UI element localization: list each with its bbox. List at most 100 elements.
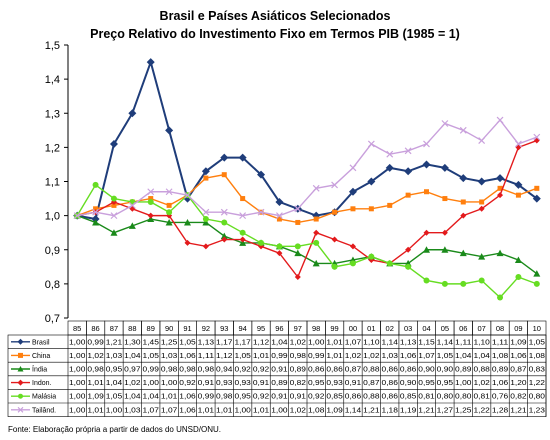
table-cell-value: 0,92 <box>234 367 251 374</box>
data-point <box>93 206 99 212</box>
chart-title: Brasil e Países Asiáticos Selecionados <box>160 9 391 23</box>
data-point <box>404 147 412 155</box>
table-cell-value: 0,91 <box>253 380 270 387</box>
y-tick-label: 1,2 <box>45 142 60 154</box>
data-point <box>424 189 429 195</box>
table-cell-value: 1,19 <box>400 407 417 414</box>
data-point <box>441 280 448 287</box>
series-line-3 <box>76 214 538 275</box>
data-point <box>275 212 283 220</box>
x-tick-label: 95 <box>257 324 265 333</box>
x-tick-label: 99 <box>330 324 338 333</box>
y-tick-label: 1,3 <box>45 108 60 120</box>
series-line-2 <box>76 173 538 224</box>
data-point <box>202 218 210 226</box>
data-point <box>92 218 100 226</box>
data-point <box>404 167 413 176</box>
legend-label: Malásia <box>32 394 56 401</box>
data-point <box>294 249 302 257</box>
table-cell-value: 1,01 <box>253 407 270 414</box>
data-point <box>496 174 505 183</box>
data-point <box>221 236 228 243</box>
table-cell-value: 0,98 <box>198 367 215 374</box>
data-point <box>460 280 467 287</box>
data-point <box>514 180 523 189</box>
data-point <box>367 177 376 186</box>
data-point <box>441 246 449 253</box>
data-point <box>422 160 431 169</box>
legend-label: Índia <box>32 365 47 374</box>
x-tick-label: 86 <box>91 324 99 333</box>
data-point <box>276 250 283 257</box>
data-point <box>257 170 266 179</box>
table-cell-value: 0,99 <box>87 339 104 346</box>
data-point <box>146 58 155 67</box>
data-point <box>147 198 154 205</box>
data-point <box>128 201 136 209</box>
table-cell-value: 0,92 <box>308 394 325 401</box>
table-cell-value: 0,86 <box>308 367 325 374</box>
x-tick-label: 89 <box>147 324 155 333</box>
table-cell-value: 1,14 <box>382 339 399 346</box>
source-note: Fonte: Elaboração própria a partir de da… <box>8 425 221 434</box>
data-point <box>496 249 504 257</box>
x-tick-label: 07 <box>477 324 485 333</box>
table-cell-value: 0,85 <box>326 394 343 401</box>
data-point <box>514 256 522 263</box>
data-point <box>239 229 246 236</box>
table-cell-value: 0,88 <box>363 394 380 401</box>
table-cell-value: 1,08 <box>308 407 325 414</box>
table-cell-value: 1,20 <box>510 380 527 387</box>
table-cell-value: 1,00 <box>161 380 178 387</box>
data-point <box>348 187 357 196</box>
x-tick-label: 05 <box>441 324 449 333</box>
table-cell-value: 1,14 <box>437 339 454 346</box>
data-point <box>331 181 339 189</box>
table-cell-value: 0,89 <box>455 367 472 374</box>
table-cell-value: 1,45 <box>143 339 160 346</box>
table-cell-value: 0,82 <box>510 394 527 401</box>
data-point <box>184 239 191 246</box>
data-point <box>441 229 448 236</box>
legend-key-marker <box>17 406 24 413</box>
table-cell-value: 1,01 <box>87 380 104 387</box>
table-cell-value: 1,04 <box>455 353 472 360</box>
y-tick-label: 1,1 <box>45 177 60 189</box>
x-tick-label: 03 <box>404 324 412 333</box>
x-tick-label: 10 <box>533 324 541 333</box>
data-point <box>239 236 246 243</box>
table-cell-value: 1,03 <box>124 407 141 414</box>
data-point <box>349 260 356 267</box>
data-point <box>109 139 118 148</box>
table-cell-value: 1,06 <box>400 353 417 360</box>
table-cell-value: 0,80 <box>529 394 546 401</box>
series-line-4 <box>77 139 538 279</box>
data-point <box>478 137 486 144</box>
x-tick-label: 97 <box>294 324 302 333</box>
table-cell-value: 1,02 <box>87 353 104 360</box>
table-cell-value: 0,86 <box>382 367 399 374</box>
table-cell-value: 1,21 <box>106 339 123 346</box>
data-point <box>479 199 485 205</box>
data-point <box>202 243 209 250</box>
data-point <box>312 184 320 192</box>
table-cell-value: 1,07 <box>345 339 362 346</box>
table-cell-value: 0,98 <box>216 394 233 401</box>
table-cell-value: 1,17 <box>234 339 251 346</box>
table-cell-value: 1,01 <box>253 353 270 360</box>
data-point <box>514 140 522 148</box>
data-point <box>221 219 228 226</box>
data-point <box>313 216 319 222</box>
table-cell-value: 0,87 <box>510 367 527 374</box>
table-cell-value: 1,01 <box>326 339 343 346</box>
table-cell-value: 1,04 <box>106 380 123 387</box>
data-point <box>147 215 155 223</box>
data-point <box>423 246 430 253</box>
table-cell-value: 1,01 <box>198 407 215 414</box>
table-cell-value: 1,11 <box>455 339 472 346</box>
table-cell-value: 0,91 <box>290 394 307 401</box>
data-point <box>478 205 485 212</box>
table-cell-value: 1,02 <box>345 353 362 360</box>
data-point <box>166 202 172 208</box>
table-cell-value: 1,01 <box>326 353 343 360</box>
